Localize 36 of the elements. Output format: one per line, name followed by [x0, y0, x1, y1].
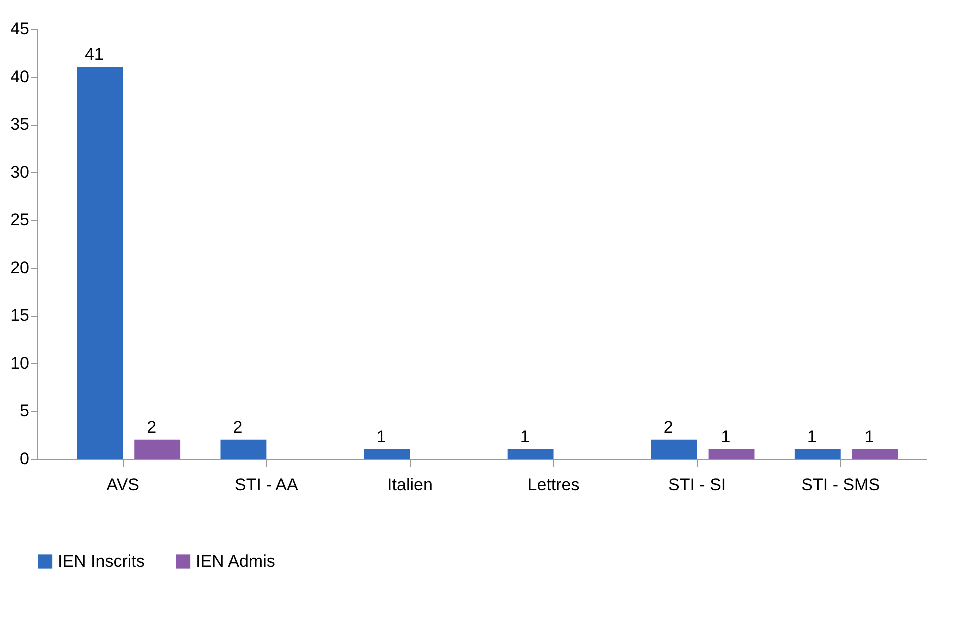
bar — [364, 449, 410, 459]
y-tick-label: 30 — [10, 162, 30, 182]
y-tick-label: 20 — [10, 258, 30, 278]
data-label: 2 — [147, 418, 157, 437]
x-tick-label: AVS — [106, 476, 140, 494]
data-label: 1 — [864, 427, 874, 446]
y-tick-label: 45 — [10, 20, 30, 38]
data-label: 2 — [233, 418, 243, 437]
x-tick-label: STI - SI — [668, 476, 726, 494]
y-tick-label: 15 — [10, 306, 30, 326]
data-label: 2 — [664, 418, 674, 437]
bar — [134, 440, 181, 459]
y-tick-label: 25 — [10, 210, 30, 230]
x-tick-label: STI - SMS — [802, 476, 880, 494]
data-label: 1 — [520, 427, 530, 446]
bar — [220, 440, 267, 459]
bar — [508, 449, 554, 459]
y-tick-label: 5 — [20, 402, 30, 421]
data-label: 1 — [807, 427, 817, 446]
data-label: 1 — [376, 427, 386, 446]
x-tick-label: STI - AA — [235, 476, 299, 494]
bar — [852, 449, 898, 459]
bar — [708, 449, 755, 459]
y-tick-label: 0 — [20, 450, 30, 468]
bar — [651, 440, 698, 459]
x-tick-label: Lettres — [528, 476, 580, 494]
y-tick-label: 10 — [10, 354, 30, 373]
y-tick-label: 40 — [10, 67, 30, 86]
legend-label: IEN Inscrits — [58, 552, 145, 571]
legend-label: IEN Admis — [196, 552, 276, 571]
data-label: 1 — [721, 427, 731, 446]
x-tick-label: Italien — [388, 476, 433, 494]
bar — [77, 67, 124, 459]
y-tick-label: 35 — [10, 115, 30, 134]
data-label: 41 — [84, 45, 104, 64]
bar — [794, 449, 841, 459]
